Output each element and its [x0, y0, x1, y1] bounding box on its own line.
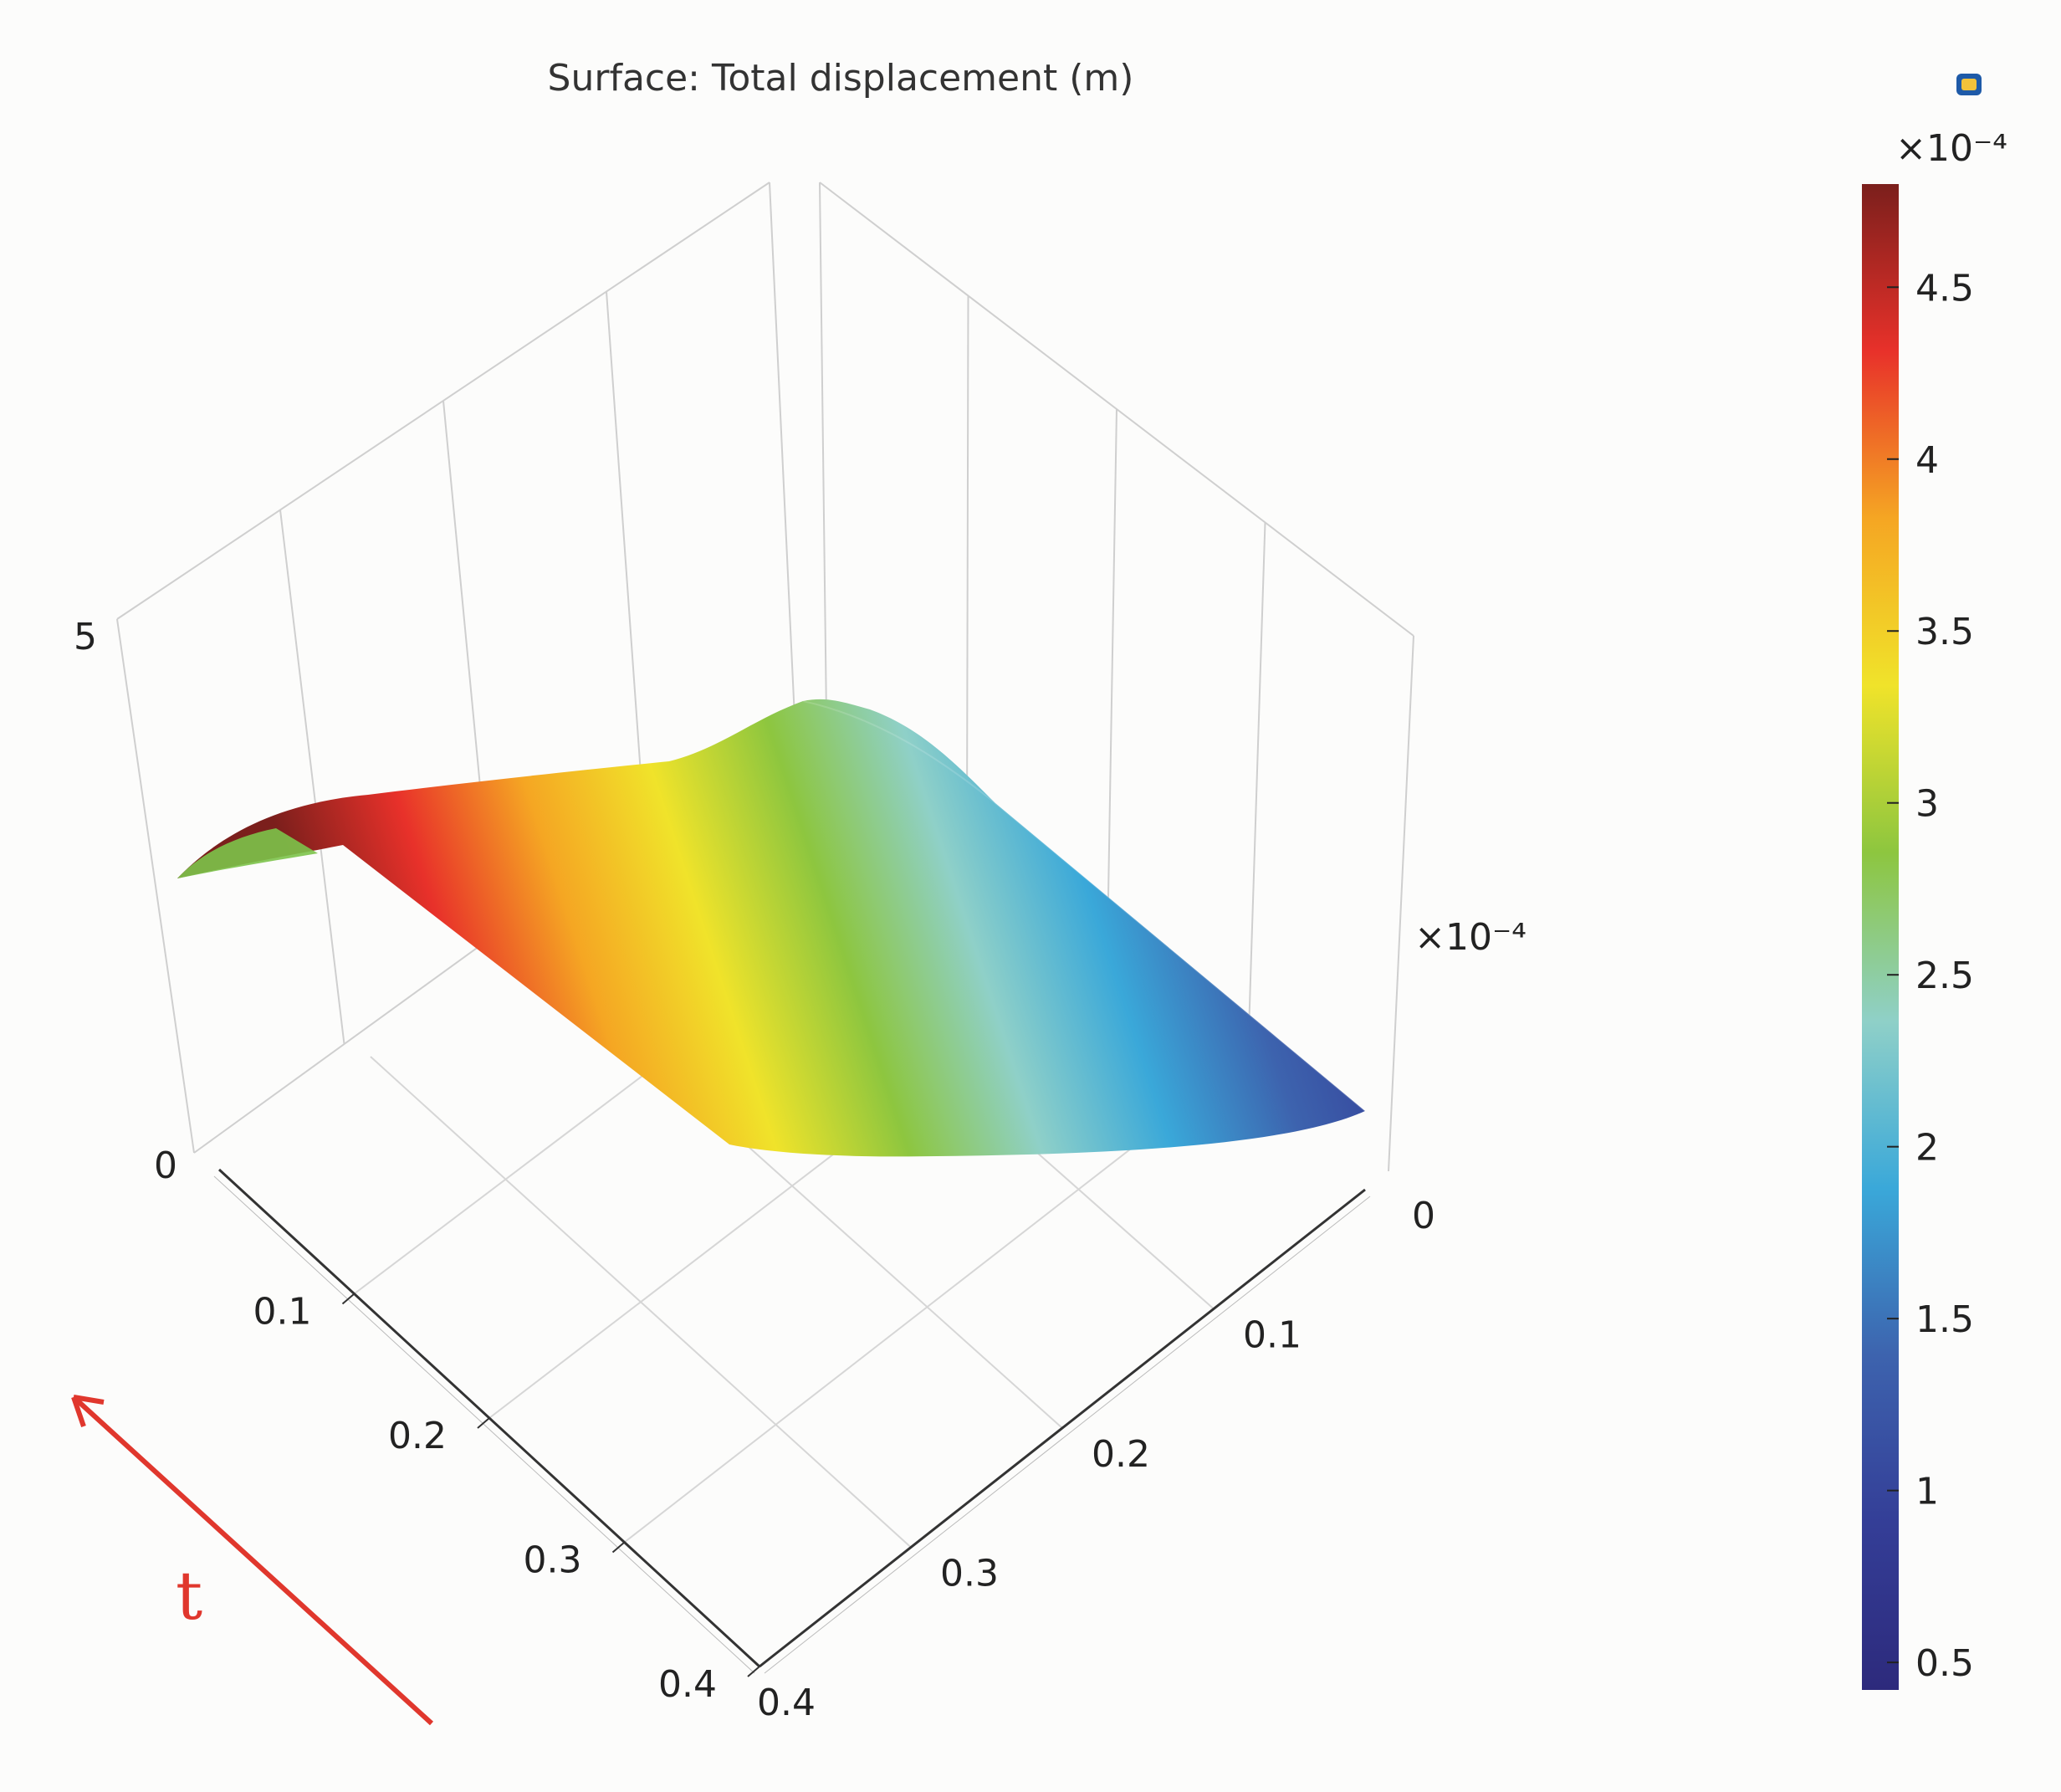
- colorbar: ×10⁻⁴ 0.5 1 1.5 2 2.5 3 3.5 4 4.5: [1862, 127, 2007, 1690]
- displacement-surface: [177, 699, 1366, 1157]
- colorbar-tick-label: 1.5: [1915, 1298, 1974, 1341]
- z-tick-label: 5: [74, 616, 97, 658]
- colorbar-tick-label: 2: [1915, 1127, 1939, 1170]
- z-tick-label: 0: [154, 1144, 177, 1187]
- colorbar-icon[interactable]: [1956, 74, 1982, 95]
- x-axis-ticks: 0 0.1 0.2 0.3 0.4: [757, 1195, 1435, 1724]
- colorbar-tick-label: 3: [1915, 783, 1939, 826]
- colorbar-tick-label: 0.5: [1915, 1642, 1974, 1685]
- colorbar-multiplier: ×10⁻⁴: [1895, 127, 2007, 170]
- y-axis-ticks: 0.1 0.2 0.3 0.4: [253, 1291, 760, 1706]
- z-axis-multiplier: ×10⁻⁴: [1414, 916, 1527, 959]
- x-tick-label: 0: [1412, 1195, 1435, 1237]
- y-tick-label: 0.2: [388, 1415, 447, 1457]
- chart-title: Surface: Total displacement (m): [548, 57, 1134, 100]
- time-arrow-head: [71, 1395, 105, 1427]
- y-tick-label: 0.3: [524, 1539, 582, 1582]
- colorbar-tick-label: 2.5: [1915, 955, 1974, 997]
- colorbar-tick-label: 3.5: [1915, 611, 1974, 653]
- y-tick-mark: [747, 1666, 760, 1677]
- y-tick-mark: [341, 1293, 355, 1305]
- x-tick-label: 0.2: [1092, 1433, 1150, 1476]
- y-tick-label: 0.1: [253, 1291, 312, 1334]
- colorbar-tick-label: 4.5: [1915, 267, 1974, 310]
- time-arrow-label: t: [176, 1557, 202, 1635]
- y-tick-mark: [611, 1541, 626, 1554]
- colorbar-tick-label: 1: [1915, 1471, 1939, 1513]
- time-arrow-line: [71, 1395, 434, 1726]
- x-tick-label: 0.1: [1243, 1314, 1302, 1357]
- colorbar-tick-label: 4: [1915, 439, 1939, 482]
- time-arrow: t: [71, 1395, 434, 1726]
- x-tick-label: 0.3: [940, 1553, 999, 1595]
- y-tick-mark: [477, 1417, 490, 1429]
- colorbar-ticks: 0.5 1 1.5 2 2.5 3 3.5 4 4.5: [1887, 267, 1974, 1685]
- colorbar-bar: [1862, 184, 1899, 1690]
- y-tick-label: 0.4: [658, 1663, 717, 1706]
- x-tick-label: 0.4: [757, 1682, 816, 1724]
